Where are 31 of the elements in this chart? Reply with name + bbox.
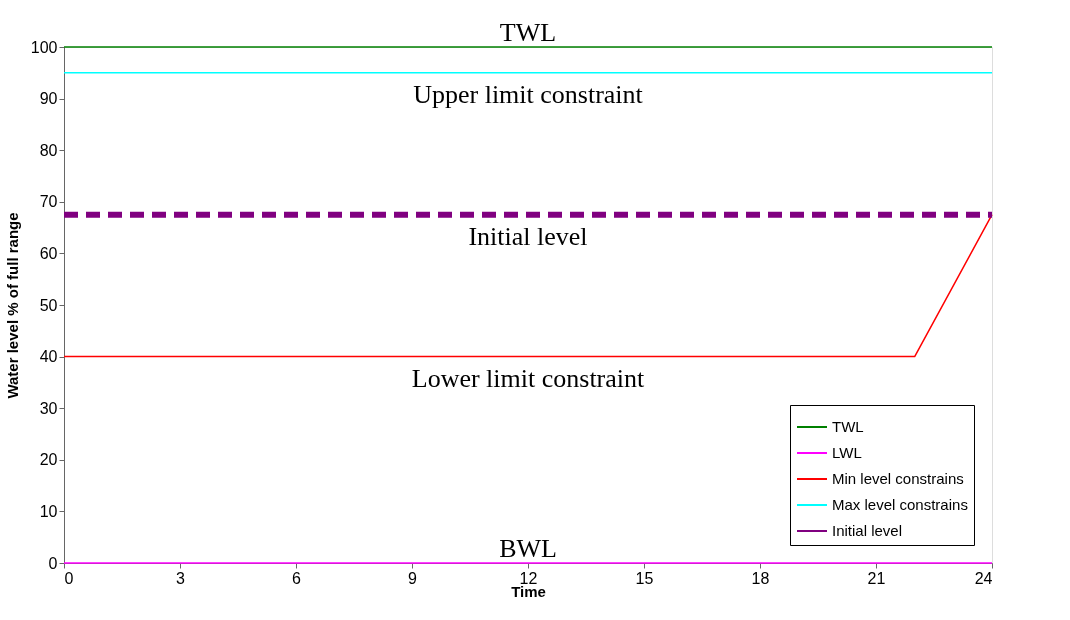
x-tick-label: 21: [867, 569, 886, 587]
y-tick-label: 60: [39, 244, 58, 262]
x-tick-label: 9: [408, 569, 418, 587]
legend-label: TWL: [832, 418, 864, 435]
annotation: Upper limit constraint: [413, 79, 644, 109]
x-tick-label: 15: [635, 569, 654, 587]
annotation: Initial level: [468, 221, 588, 251]
y-tick-label: 0: [48, 554, 58, 572]
annotation: BWL: [499, 534, 557, 563]
y-axis-title: Water level % of full range: [3, 212, 21, 399]
legend-label: Min level constrains: [832, 470, 964, 487]
x-tick-label: 3: [176, 569, 186, 587]
annotation: TWL: [499, 18, 557, 47]
y-tick-label: 50: [39, 296, 58, 314]
legend-label: LWL: [832, 444, 862, 461]
x-tick-label: 6: [292, 569, 302, 587]
y-tick-label: 70: [39, 193, 58, 211]
y-tick-label: 100: [30, 38, 58, 56]
annotation: Lower limit constraint: [411, 363, 646, 393]
y-tick-label: 80: [39, 141, 58, 159]
legend-label: Max level constrains: [832, 496, 968, 513]
y-tick-label: 10: [39, 502, 58, 520]
x-tick-label: 0: [64, 569, 74, 587]
y-tick-label: 20: [39, 451, 58, 469]
x-tick-label: 18: [751, 569, 770, 587]
y-tick-label: 40: [39, 348, 58, 366]
x-tick-label: 24: [974, 569, 993, 587]
y-tick-label: 90: [39, 90, 58, 108]
legend-label: Initial level: [832, 522, 903, 539]
y-tick-label: 30: [39, 399, 58, 417]
x-tick-label: 12: [519, 569, 538, 587]
